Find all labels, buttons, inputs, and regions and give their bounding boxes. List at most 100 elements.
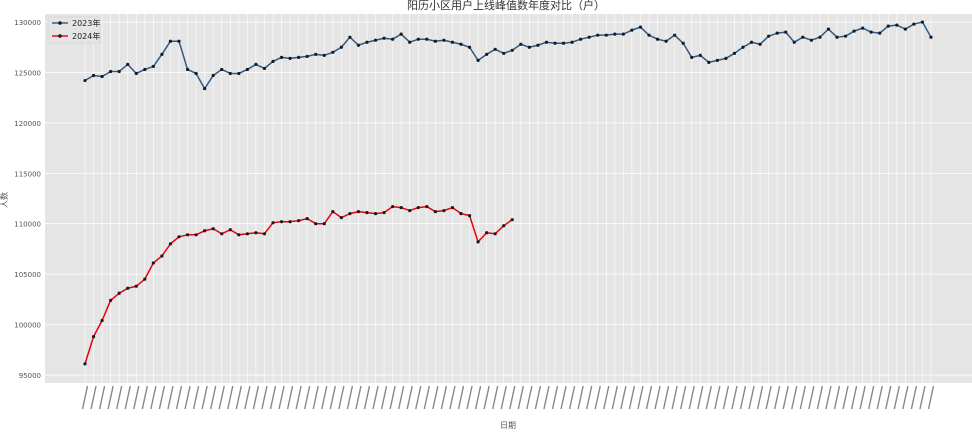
data-point [843, 34, 848, 38]
data-point [527, 45, 531, 49]
data-point [920, 20, 925, 24]
y-tick-label: 115000 [14, 170, 41, 178]
x-tick-label [227, 385, 234, 410]
x-axis-label: 日期 [500, 421, 516, 430]
x-tick-label [483, 385, 490, 410]
data-point [194, 233, 198, 237]
y-tick-label: 125000 [14, 69, 41, 77]
x-tick-label [150, 385, 157, 410]
data-point [262, 232, 267, 236]
x-tick-label [833, 385, 841, 410]
x-tick-label [440, 385, 448, 410]
data-point [886, 24, 890, 28]
data-point [425, 37, 429, 41]
data-point [450, 40, 455, 44]
x-tick-label [175, 385, 183, 410]
x-tick-label [457, 385, 465, 410]
data-point [450, 205, 455, 210]
data-point [408, 40, 412, 44]
data-point [314, 222, 318, 226]
data-point [596, 33, 600, 37]
data-point [305, 217, 309, 221]
data-point [878, 31, 882, 35]
data-point [237, 71, 241, 76]
data-point [861, 26, 865, 30]
x-tick-label [380, 385, 388, 410]
legend: 2023年 2024年 [47, 16, 100, 44]
data-point [365, 40, 369, 44]
data-point [493, 232, 497, 236]
data-point [356, 43, 361, 47]
y-tick-label: 110000 [14, 221, 41, 229]
data-point [869, 30, 873, 34]
data-point [784, 30, 788, 34]
y-tick-label: 100000 [14, 322, 41, 330]
data-point [297, 219, 301, 223]
data-point [553, 41, 557, 45]
x-tick-label [816, 385, 824, 410]
data-point [305, 54, 309, 58]
data-point [160, 254, 164, 258]
data-point [826, 27, 831, 31]
x-tick-label [919, 385, 926, 410]
x-tick-label [355, 385, 362, 410]
x-tick-label [722, 385, 730, 410]
data-point [442, 209, 446, 213]
data-point [194, 71, 198, 76]
data-point [647, 33, 651, 37]
y-tick-label: 130000 [14, 19, 41, 27]
data-point [801, 35, 805, 39]
x-tick-label [688, 385, 695, 410]
data-point [134, 71, 138, 76]
data-point [271, 221, 275, 225]
x-tick-label [927, 385, 935, 410]
x-tick-label [543, 385, 550, 410]
data-point [348, 35, 352, 39]
data-point [416, 37, 420, 41]
data-point [143, 277, 147, 281]
x-tick-label [269, 385, 277, 410]
x-tick-label [671, 385, 678, 410]
data-point [228, 228, 232, 232]
data-point [818, 35, 822, 39]
data-point [262, 66, 267, 71]
x-tick-label [184, 385, 191, 410]
data-point [151, 261, 155, 265]
x-tick-label [209, 385, 217, 410]
data-point [767, 34, 771, 38]
data-point [604, 33, 608, 37]
x-tick-label [252, 385, 260, 410]
x-tick-label [594, 385, 601, 410]
legend-label-2023: 2023年 [72, 18, 100, 28]
data-point [126, 62, 130, 67]
x-tick-label [244, 385, 251, 410]
x-tick-label [808, 385, 815, 410]
data-point [160, 52, 164, 56]
x-tick-label [90, 385, 97, 410]
data-point [331, 210, 335, 214]
data-point [288, 220, 292, 224]
data-point [467, 45, 472, 49]
x-tick-label [235, 385, 243, 410]
x-tick-label [765, 385, 772, 410]
data-point [715, 58, 719, 62]
data-point [485, 52, 489, 56]
data-point [510, 218, 514, 222]
data-point [288, 56, 292, 60]
plot-background [45, 14, 972, 383]
data-point [502, 224, 506, 228]
data-point [399, 32, 403, 36]
x-tick-label [338, 385, 345, 410]
data-point [416, 205, 420, 210]
x-tick-label [910, 385, 918, 410]
data-point [792, 40, 796, 44]
data-point [203, 87, 207, 91]
legend-marker-2023 [58, 21, 62, 25]
data-point [339, 45, 343, 49]
data-point [279, 55, 284, 59]
x-tick-label [748, 385, 755, 410]
data-point [117, 291, 121, 295]
x-tick-label [867, 385, 875, 410]
